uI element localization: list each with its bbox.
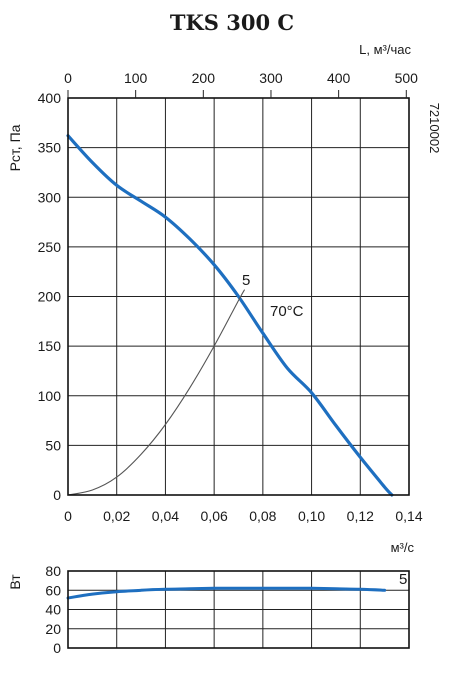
y-tick-label: 100	[38, 388, 62, 404]
power-tick-label: 20	[45, 621, 61, 637]
temperature-label: 70°C	[270, 303, 304, 320]
y-tick-label: 0	[53, 487, 61, 503]
y-tick-label: 300	[38, 189, 62, 205]
x-tick-label: 0,02	[103, 508, 130, 524]
power-plot-curves	[66, 586, 387, 600]
system-curve-5	[67, 289, 246, 496]
power-plot-ticks: 0 20 40 60 80	[45, 563, 61, 656]
main-plot-grid	[68, 98, 409, 495]
power-axis-label: Вт	[7, 574, 23, 590]
main-plot-ticks: 0 0,02 0,04 0,06 0,08 0,10 0,12 0,1405010015020…	[38, 70, 423, 524]
power-curve-label: 5	[399, 571, 407, 588]
chart-title: TKS 300 C	[170, 10, 294, 35]
curve-5-label: 5	[242, 272, 250, 289]
main-plot-frame	[67, 97, 410, 496]
x-tick-label: 0	[64, 508, 72, 524]
power-tick-label: 0	[53, 640, 61, 656]
power-curve-5	[66, 586, 387, 600]
power-tick-label: 40	[45, 602, 61, 618]
y-tick-label: 350	[38, 140, 62, 156]
top-tick-label: 200	[192, 70, 216, 86]
top-tick-label: 0	[64, 70, 72, 86]
fan-curve-70c	[66, 134, 394, 497]
y-axis-label: Рст, Па	[7, 124, 23, 171]
y-tick-label: 50	[45, 437, 61, 453]
x-tick-label: 0,10	[298, 508, 325, 524]
top-axis-label: L, м³/час	[359, 42, 411, 57]
main-plot-curves	[66, 134, 394, 497]
power-tick-label: 80	[45, 563, 61, 579]
y-tick-label: 400	[38, 90, 62, 106]
model-code: 7210002	[427, 103, 442, 154]
y-tick-label: 200	[38, 289, 62, 305]
x-tick-label: 0,08	[249, 508, 276, 524]
top-tick-label: 300	[259, 70, 283, 86]
x-tick-label: 0,06	[201, 508, 228, 524]
top-tick-label: 100	[124, 70, 148, 86]
power-tick-label: 60	[45, 582, 61, 598]
top-tick-label: 500	[395, 70, 419, 86]
x-axis-label: м³/с	[391, 540, 415, 555]
y-tick-label: 150	[38, 338, 62, 354]
x-tick-label: 0,12	[347, 508, 374, 524]
y-tick-label: 250	[38, 239, 62, 255]
x-tick-label: 0,14	[395, 508, 422, 524]
power-plot-frame	[67, 570, 410, 649]
power-plot-grid	[68, 571, 409, 648]
top-tick-label: 400	[327, 70, 351, 86]
x-tick-label: 0,04	[152, 508, 179, 524]
